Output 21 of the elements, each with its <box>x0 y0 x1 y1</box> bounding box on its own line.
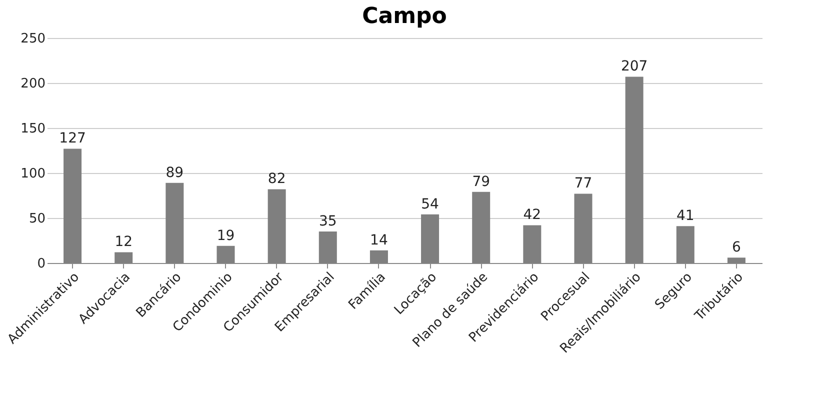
y-tick-label: 200 <box>20 76 46 92</box>
data-label: 12 <box>114 234 133 250</box>
y-tick-label: 150 <box>20 122 46 136</box>
data-label: 79 <box>472 174 490 190</box>
data-label: 82 <box>268 171 286 188</box>
data-label: 41 <box>676 208 694 224</box>
data-label: 207 <box>620 58 648 75</box>
data-label: 14 <box>370 232 388 248</box>
data-label: 19 <box>216 228 235 244</box>
data-label: 127 <box>59 130 86 147</box>
y-tick-label: 50 <box>28 212 46 226</box>
y-tick-label: 250 <box>20 32 46 46</box>
data-label: 42 <box>523 207 542 224</box>
chart-title: Campo <box>362 4 447 29</box>
data-label: 89 <box>166 164 184 181</box>
data-label: 6 <box>732 240 742 256</box>
data-label: 54 <box>421 196 440 212</box>
y-tick-label: 0 <box>37 256 46 272</box>
data-label: 35 <box>318 214 337 230</box>
y-tick-label: 100 <box>20 166 46 182</box>
data-label: 77 <box>574 176 592 192</box>
